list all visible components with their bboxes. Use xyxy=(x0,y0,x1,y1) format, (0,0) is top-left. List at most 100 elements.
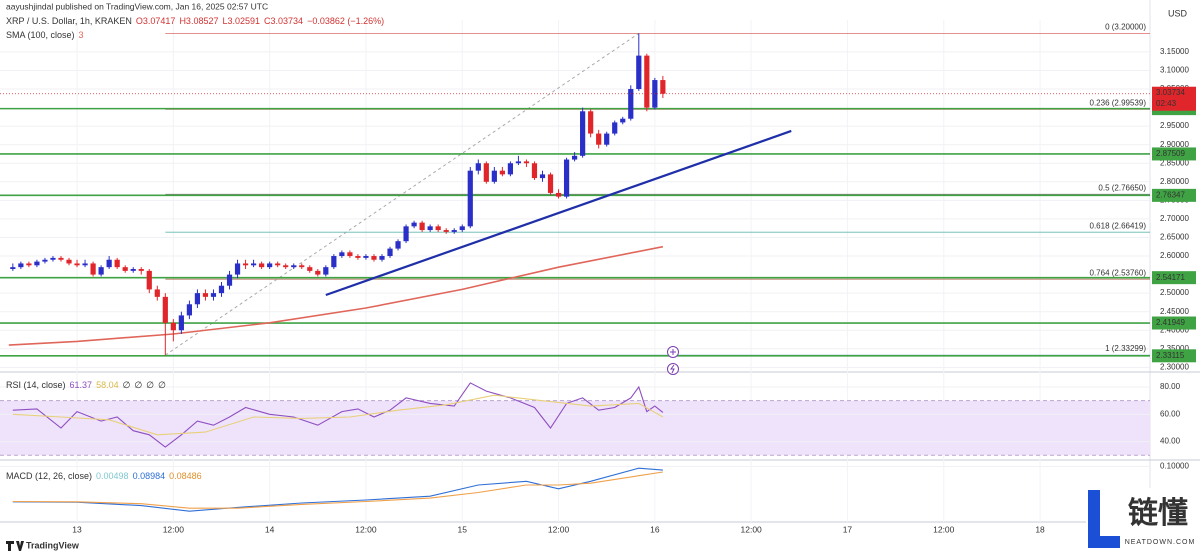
fib-label: 0 (3.20000) xyxy=(1105,22,1146,31)
x-tick-label: 12:00 xyxy=(163,524,185,534)
plot: 13 12:00 14 12:00 15 12:00 16 12:00 17 12:00 18 3.1… xyxy=(0,0,1200,534)
candle-body xyxy=(315,270,321,275)
y-tick-label: 2.70000 xyxy=(1160,214,1189,223)
candle-body xyxy=(636,55,642,90)
candle-body xyxy=(459,226,465,231)
y-tick-label: 2.45000 xyxy=(1160,307,1189,316)
x-tick-label: 18 xyxy=(1035,524,1045,534)
y-tick-label: 2.65000 xyxy=(1160,233,1189,242)
candle-body xyxy=(539,174,546,179)
x-tick-label: 12:00 xyxy=(933,524,955,534)
price-tag-label: 2.54171 xyxy=(1156,273,1185,282)
candle-body xyxy=(379,256,385,260)
candle-body xyxy=(604,133,610,145)
fib-label: 0.236 (2.99539) xyxy=(1090,98,1147,107)
currency: USD xyxy=(1168,8,1188,18)
candle-body xyxy=(443,230,449,232)
macd-hist-value: 0.00498 xyxy=(96,471,129,481)
price-tag xyxy=(1152,316,1196,330)
watermark: 链懂 NEATDOWN.COM xyxy=(1086,488,1200,555)
fib-label: 0.618 (2.66419) xyxy=(1090,221,1147,230)
candle-body xyxy=(491,170,497,182)
candle-body xyxy=(210,293,217,297)
x-tick-label: 13 xyxy=(72,524,82,534)
rsi-empty: ∅ xyxy=(123,380,131,390)
candle-body xyxy=(355,256,361,258)
candle-body xyxy=(435,226,441,231)
watermark-text: 链懂 xyxy=(1128,496,1188,530)
candle-body xyxy=(467,170,473,227)
rsi-empty: ∅ xyxy=(146,380,154,390)
candle-body xyxy=(259,263,265,268)
candle-body xyxy=(10,267,16,270)
alert-icons[interactable] xyxy=(667,346,679,375)
candle-body xyxy=(523,161,530,164)
quote-change: −0.03862 (−1.26%) xyxy=(307,16,384,26)
macd-legend: MACD (12, 26, close) 0.00498 0.08984 0.0848… xyxy=(6,471,202,481)
candle-body xyxy=(202,293,209,297)
rsi-empty: ∅ xyxy=(134,380,142,390)
candle-body xyxy=(427,226,433,231)
x-tick-label: 17 xyxy=(843,524,853,534)
candle-body xyxy=(371,256,377,260)
series-line xyxy=(12,467,663,512)
candle-body xyxy=(499,170,505,175)
candle-body xyxy=(154,289,160,297)
macd-title: MACD (12, 26, close) xyxy=(6,471,92,481)
candle-body xyxy=(395,241,401,249)
candle-body xyxy=(130,269,136,271)
brand-name: TradingView xyxy=(26,540,80,550)
candle-body xyxy=(186,304,192,316)
y-tick-label: 60.00 xyxy=(1160,409,1181,418)
signal-value: 0.08486 xyxy=(169,471,202,481)
rsi-legend: RSI (14, close) 61.37 58.04 ∅ ∅ ∅ ∅ xyxy=(6,380,166,390)
add-icon-glyph xyxy=(670,349,676,355)
candle-body xyxy=(34,261,40,266)
candle-body xyxy=(411,222,417,227)
candle-body xyxy=(299,265,305,268)
candle-body xyxy=(162,296,168,323)
macd-value: 0.08984 xyxy=(133,471,166,481)
candle-body xyxy=(363,256,369,258)
price-tag-label: 2.33115 xyxy=(1156,351,1185,360)
candle-body xyxy=(563,159,570,197)
candle-body xyxy=(387,248,393,257)
price-tag-label: 2.76347 xyxy=(1156,190,1185,199)
price-tag xyxy=(1152,147,1196,161)
candle-body xyxy=(170,322,176,331)
fib-label: 1 (2.33299) xyxy=(1105,344,1146,353)
candle-body xyxy=(58,257,64,260)
candle-body xyxy=(242,263,249,266)
candle-body xyxy=(596,133,602,145)
candle-body xyxy=(74,263,80,266)
bolt-icon-glyph xyxy=(670,364,675,374)
x-tick-label: 14 xyxy=(265,524,275,534)
brand: TradingView xyxy=(6,540,80,551)
price-tag xyxy=(1152,188,1196,202)
candle-body xyxy=(50,257,56,260)
candle-body xyxy=(66,259,72,264)
candle-body xyxy=(146,270,152,290)
price-tag xyxy=(1152,271,1196,285)
countdown: 02:43 xyxy=(1156,99,1177,108)
candle-body xyxy=(451,230,457,232)
candle-body xyxy=(331,256,337,268)
sma-name: SMA (100, close) xyxy=(6,30,75,40)
y-tick-label: 80.00 xyxy=(1160,382,1181,391)
trendline xyxy=(325,129,792,297)
price-tag-label: 2.87509 xyxy=(1156,149,1185,158)
last-price-label: 3.03734 xyxy=(1156,88,1185,97)
candle-body xyxy=(555,192,562,197)
watermark-logo xyxy=(1088,490,1120,548)
candle-body xyxy=(138,269,144,271)
x-tick-label: 12:00 xyxy=(548,524,570,534)
candle-body xyxy=(106,259,112,268)
x-tick-label: 15 xyxy=(458,524,468,534)
fib-label: 0.5 (2.76650) xyxy=(1098,183,1146,192)
candle-body xyxy=(660,80,666,94)
candle-body xyxy=(419,222,425,231)
quote-close: C3.03734 xyxy=(264,16,303,26)
publisher: aayushjindal published on TradingView.co… xyxy=(6,1,268,11)
